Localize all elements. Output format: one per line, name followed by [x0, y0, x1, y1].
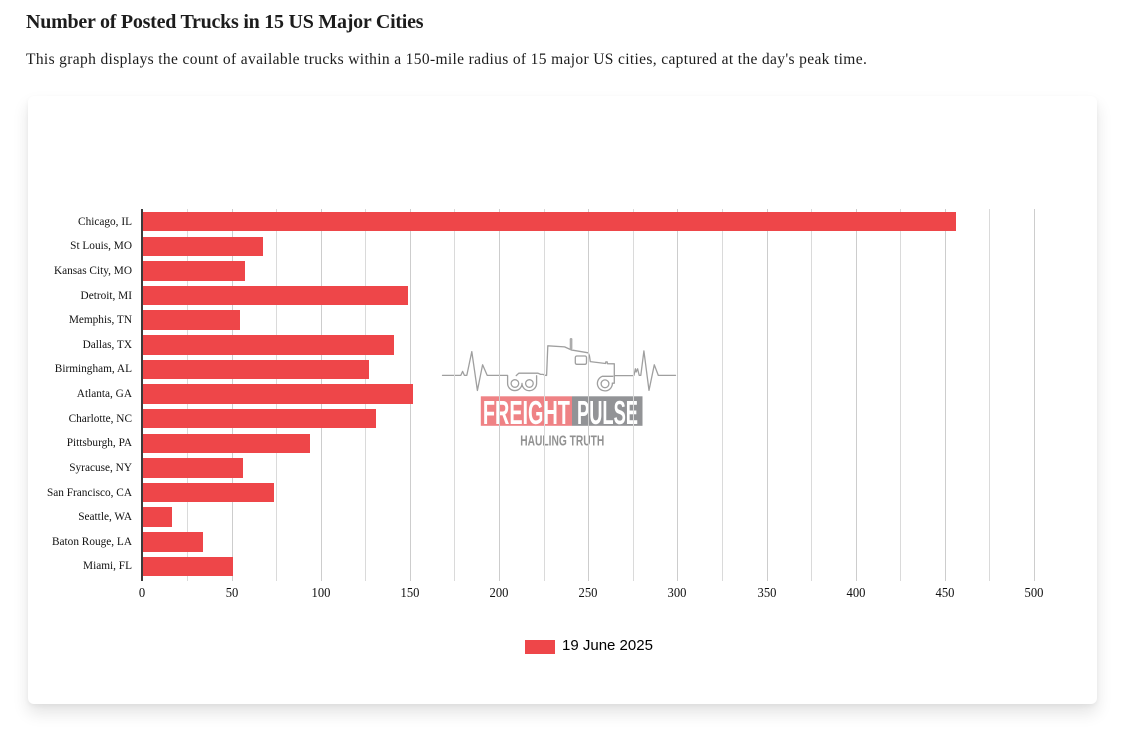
svg-text:HAULING TRUTH: HAULING TRUTH [520, 433, 604, 449]
svg-text:PULSE: PULSE [577, 394, 638, 431]
svg-text:FREIGHT: FREIGHT [483, 394, 570, 431]
